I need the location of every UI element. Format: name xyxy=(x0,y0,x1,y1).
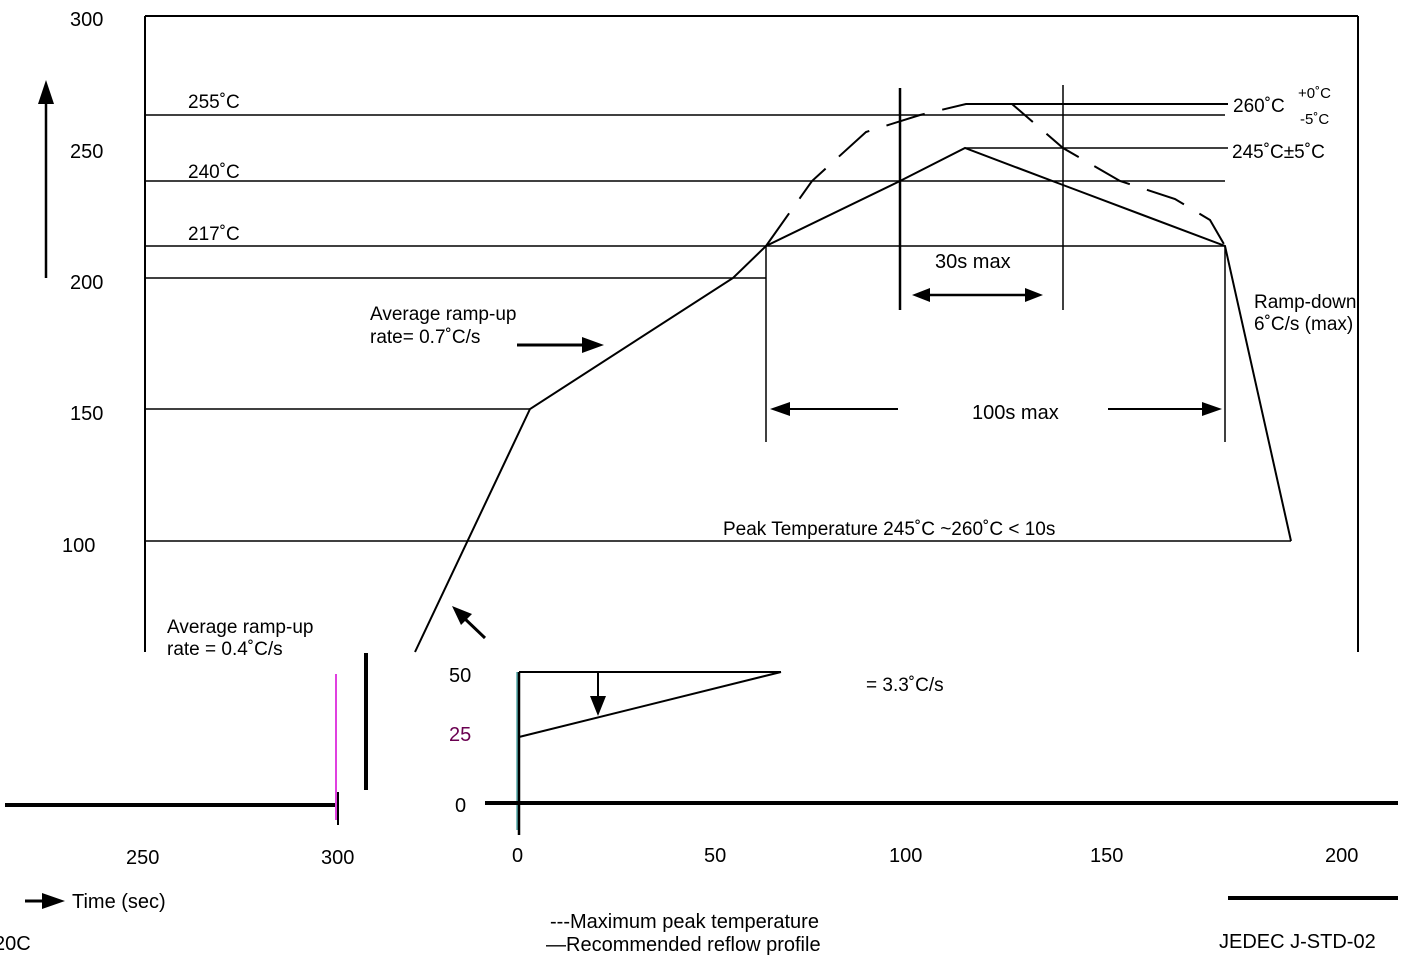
footer-left-code: 20C xyxy=(0,933,31,955)
ramp-down-label-2: 6˚C/s (max) xyxy=(1254,314,1353,335)
peak-rec-label: 245˚C±5˚C xyxy=(1232,142,1325,163)
lower-down-arrow xyxy=(590,672,606,716)
time-arrow xyxy=(25,893,65,909)
legend-solid: —Recommended reflow profile xyxy=(546,934,821,956)
y-tick-label: 200 xyxy=(70,272,103,294)
x-tick-label-right: 100 xyxy=(889,845,922,867)
y-tick-label: 100 xyxy=(62,535,95,557)
ref-label-255: 255˚C xyxy=(188,92,240,113)
y-tick-label-lower: 0 xyxy=(455,795,466,817)
x-tick-label-left: 250 xyxy=(126,847,159,869)
peak-max-sub: -5˚C xyxy=(1300,111,1329,128)
y-tick-label: 300 xyxy=(70,9,103,31)
y-tick-label: 150 xyxy=(70,403,103,425)
lower-ramp-rate-label: = 3.3˚C/s xyxy=(866,675,944,696)
time-axis-label: Time (sec) xyxy=(72,891,166,913)
ramp-down-label-1: Ramp-down xyxy=(1254,292,1356,313)
lower-panel: 250 300 50 25 0 0 50 100 150 200 = 3.3˚C… xyxy=(0,653,1398,956)
peak-temperature-label: Peak Temperature 245˚C ~260˚C < 10s xyxy=(723,519,1055,540)
x-tick-label-right: 0 xyxy=(512,845,523,867)
ref-label-217: 217˚C xyxy=(188,224,240,245)
lower-ramp-line xyxy=(518,671,782,738)
recommended-profile-line xyxy=(414,146,1292,653)
ramp-up-04-label-1: Average ramp-up xyxy=(167,617,313,638)
x-tick-label-right: 200 xyxy=(1325,845,1358,867)
x-tick-label-right: 150 xyxy=(1090,845,1123,867)
window-30-label: 30s max xyxy=(935,251,1011,273)
peak-max-label: 260˚C xyxy=(1233,96,1285,117)
window-30-arrow xyxy=(912,288,1043,302)
y-tick-label-lower: 25 xyxy=(449,724,471,746)
footer-standard: JEDEC J-STD-02 xyxy=(1219,931,1376,953)
y-tick-label: 250 xyxy=(70,141,103,163)
ramp-up-07-label-2: rate= 0.7˚C/s xyxy=(370,327,480,348)
ramp-up-04-label-2: rate = 0.4˚C/s xyxy=(167,639,283,660)
ramp-up-04-arrow xyxy=(452,606,487,640)
upper-panel: 300 250 200 150 100 255˚C 240˚C 217˚C 26… xyxy=(38,9,1359,660)
maximum-peak-profile-line xyxy=(765,103,1226,247)
ramp-up-07-label-1: Average ramp-up xyxy=(370,304,516,325)
peak-max-sup: +0˚C xyxy=(1298,85,1331,102)
window-100-label: 100s max xyxy=(972,402,1059,424)
legend-dashed: ---Maximum peak temperature xyxy=(550,911,819,933)
temperature-up-arrow xyxy=(38,80,54,278)
y-tick-label-lower: 50 xyxy=(449,665,471,687)
window-100-arrow xyxy=(770,402,1222,416)
ramp-up-07-arrow xyxy=(517,337,604,353)
x-tick-label-right: 50 xyxy=(704,845,726,867)
ref-label-240: 240˚C xyxy=(188,162,240,183)
x-tick-label-left: 300 xyxy=(321,847,354,869)
